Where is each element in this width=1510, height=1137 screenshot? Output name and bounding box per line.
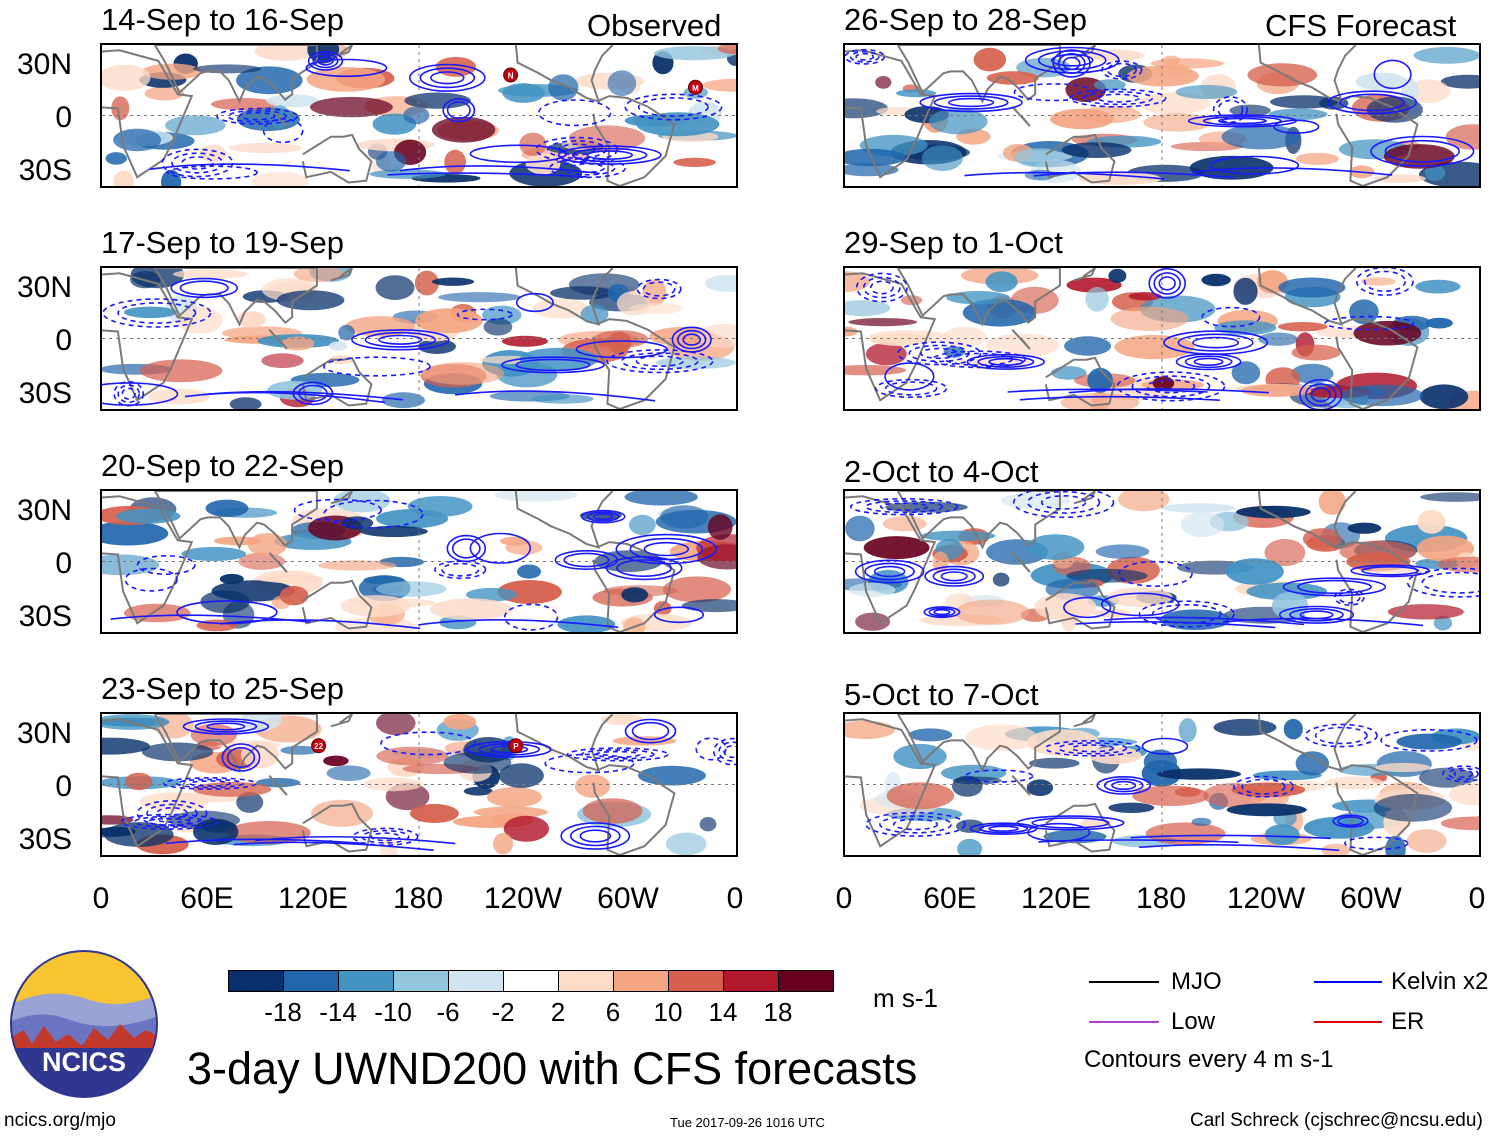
lon-label: 60E xyxy=(923,882,977,915)
lat-label-30n: 30N xyxy=(16,48,72,81)
colorbar-swatch xyxy=(668,970,724,992)
lat-label-30s: 30S xyxy=(18,154,72,187)
panel-title: 2-Oct to 4-Oct xyxy=(844,454,1039,489)
logo-brand: NCICS xyxy=(42,1047,126,1077)
storm-marker: P xyxy=(508,738,524,754)
lat-label-eq: 0 xyxy=(55,324,72,357)
storm-label: P xyxy=(513,742,519,751)
lon-label: 60W xyxy=(1340,882,1402,915)
forecast-header: CFS Forecast xyxy=(1265,8,1457,43)
colorbar-tick-label: -6 xyxy=(436,997,460,1027)
lon-label: 0 xyxy=(92,882,110,915)
legend-label-er: ER xyxy=(1391,1008,1425,1035)
colorbar-swatch xyxy=(228,970,284,992)
lat-label-eq: 0 xyxy=(55,101,72,134)
colorbar-tick-label: -14 xyxy=(319,997,357,1027)
storm-label: M xyxy=(692,84,699,93)
ncics-logo: NCICS xyxy=(10,950,158,1098)
colorbar-swatch xyxy=(558,970,614,992)
colorbar-swatch xyxy=(778,970,834,992)
lat-label-eq: 0 xyxy=(55,547,72,580)
colorbar-tick-label: 14 xyxy=(708,997,738,1027)
map-panel-forecast-2 xyxy=(843,266,1481,411)
colorbar-tick-label: 18 xyxy=(763,997,793,1027)
legend-line-mjo xyxy=(1089,981,1159,983)
colorbar-tick-label: 6 xyxy=(605,997,621,1027)
colorbar-tick-label: -18 xyxy=(264,997,302,1027)
colorbar-swatch xyxy=(393,970,449,992)
map-panel-observed-4: 22 P xyxy=(100,712,738,857)
lon-label: 180 xyxy=(392,882,444,915)
lon-label: 120E xyxy=(277,882,349,915)
colorbar-swatch xyxy=(503,970,559,992)
panel-title: 14-Sep to 16-Sep xyxy=(101,2,345,37)
map-panel-forecast-4 xyxy=(843,712,1481,857)
map-panel-forecast-3 xyxy=(843,489,1481,634)
lat-label-30s: 30S xyxy=(18,823,72,856)
panel-title: 5-Oct to 7-Oct xyxy=(844,677,1039,712)
lat-label-eq: 0 xyxy=(55,770,72,803)
map-panel-observed-3 xyxy=(100,489,738,634)
footer-author: Carl Schreck (cjschrec@ncsu.edu) xyxy=(1190,1110,1483,1131)
panel-title: 23-Sep to 25-Sep xyxy=(101,671,345,706)
map-panel-forecast-1 xyxy=(843,43,1481,188)
lon-label: 120E xyxy=(1020,882,1092,915)
colorbar-tick-label: -10 xyxy=(374,997,412,1027)
storm-marker: 22 xyxy=(311,738,327,754)
chart-title: 3-day UWND200 with CFS forecasts xyxy=(187,1043,918,1094)
panel-title: 29-Sep to 1-Oct xyxy=(844,225,1063,260)
colorbar-swatch xyxy=(283,970,339,992)
lon-label: 180 xyxy=(1135,882,1187,915)
colorbar-swatch xyxy=(723,970,779,992)
panel-title: 17-Sep to 19-Sep xyxy=(101,225,345,260)
lon-label: 0 xyxy=(726,882,744,915)
colorbar xyxy=(228,970,834,994)
lat-label-30n: 30N xyxy=(16,271,72,304)
lon-label: 60E xyxy=(180,882,234,915)
footer-url[interactable]: ncics.org/mjo xyxy=(4,1110,116,1131)
lat-label-30s: 30S xyxy=(18,600,72,633)
colorbar-tick-label: 2 xyxy=(550,997,566,1027)
panel-title: 26-Sep to 28-Sep xyxy=(844,2,1088,37)
contour-interval-note: Contours every 4 m s-1 xyxy=(1084,1046,1334,1073)
map-panel-observed-1: NML xyxy=(100,43,738,188)
lon-label: 120W xyxy=(1226,882,1306,915)
legend-line-er xyxy=(1314,1021,1382,1023)
panel-title: 20-Sep to 22-Sep xyxy=(101,448,345,483)
colorbar-tick-label: -2 xyxy=(491,997,515,1027)
storm-marker: M xyxy=(688,79,703,95)
lat-label-30n: 30N xyxy=(16,717,72,750)
colorbar-swatch xyxy=(613,970,669,992)
lon-label: 0 xyxy=(835,882,853,915)
legend-label-mjo: MJO xyxy=(1171,968,1222,995)
storm-label: N xyxy=(508,72,514,81)
colorbar-swatch xyxy=(338,970,394,992)
map-panel-observed-2 xyxy=(100,266,738,411)
storm-marker: N xyxy=(503,67,519,83)
legend-label-kelvin: Kelvin x2 xyxy=(1391,968,1489,995)
lat-label-30s: 30S xyxy=(18,377,72,410)
legend-line-kelvin xyxy=(1314,981,1382,983)
lon-label: 60W xyxy=(597,882,659,915)
storm-label: 22 xyxy=(314,742,323,751)
colorbar-units: m s-1 xyxy=(873,983,938,1013)
lon-label: 0 xyxy=(1468,882,1486,915)
colorbar-swatch xyxy=(448,970,504,992)
lat-label-30n: 30N xyxy=(16,494,72,527)
footer-timestamp: Tue 2017-09-26 1016 UTC xyxy=(670,1115,825,1130)
legend-label-low: Low xyxy=(1171,1008,1216,1035)
observed-header: Observed xyxy=(587,8,722,43)
lon-label: 120W xyxy=(483,882,563,915)
legend-line-low xyxy=(1089,1021,1159,1023)
colorbar-tick-label: 10 xyxy=(653,997,683,1027)
